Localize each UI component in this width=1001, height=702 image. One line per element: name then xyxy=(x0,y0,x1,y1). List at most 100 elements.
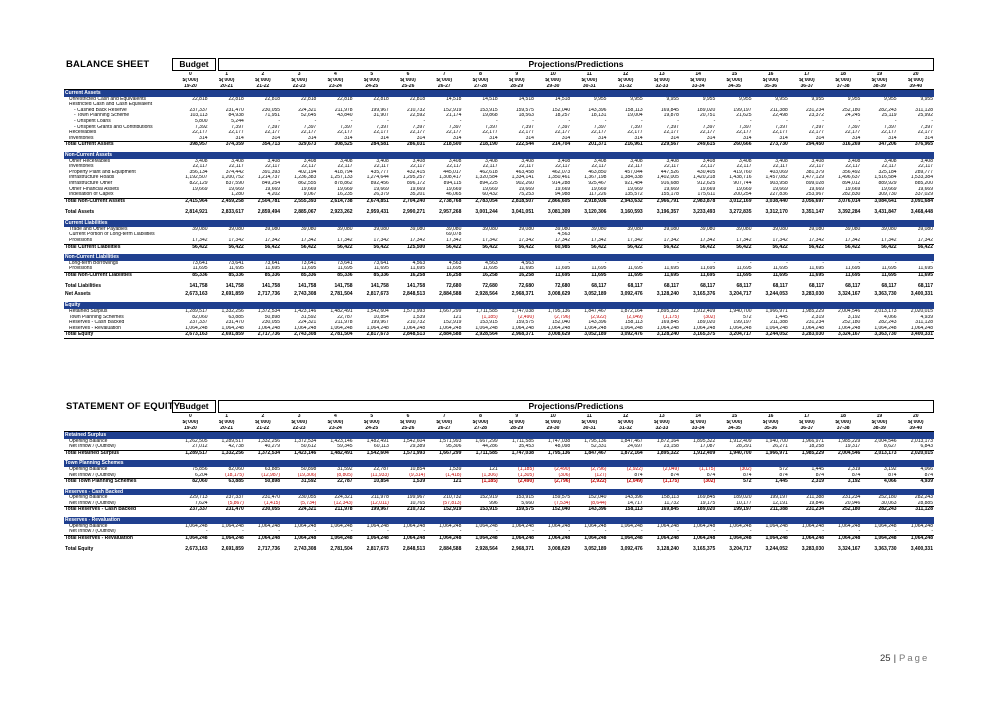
row-value: 8,627 xyxy=(884,444,897,450)
total-row: Total Town Planning Schemes 82,060 63,885 5… xyxy=(64,478,934,485)
row-value: 141,758 xyxy=(298,283,317,290)
row-value: 56,422 xyxy=(716,243,753,251)
row-value: 2,943,632 xyxy=(607,197,644,205)
section-header: Current Liabilities xyxy=(64,220,934,227)
row-value: 11,695 xyxy=(571,271,608,279)
row-value: 35,453 xyxy=(518,444,534,450)
row-value: 2,817,673 xyxy=(353,331,390,339)
row-value: 72,680 xyxy=(482,283,498,290)
row-value: 22,592 xyxy=(409,113,426,119)
row-value: 7,397 xyxy=(593,124,607,130)
row-value: - xyxy=(677,119,679,125)
row-value: 9,955 xyxy=(920,96,933,102)
row-value: 153,915 xyxy=(479,107,498,113)
row-value: 152,040 xyxy=(588,495,607,501)
row-value: 39,080 xyxy=(264,226,281,232)
row-value: 356,134 xyxy=(189,169,208,175)
table-row: Opening Balance 1,064,248 1,064,248 1,064,2… xyxy=(64,524,934,530)
row-value: 3,192 xyxy=(825,478,862,485)
row-value: 1,064,248 xyxy=(294,325,317,331)
row-value: 3,431,847 xyxy=(874,209,897,216)
section-header: Town Planning Schemes xyxy=(64,460,934,467)
header-index: 8 xyxy=(479,72,482,78)
row-value: 22,818 xyxy=(228,96,244,102)
row-value: 2,859,494 xyxy=(257,209,281,216)
row-value: 22,117 xyxy=(373,164,389,170)
row-value: 1,667,299 xyxy=(439,308,462,314)
row-value: 22,177 xyxy=(337,130,353,136)
row-value: 17,342 xyxy=(192,237,208,243)
row-value: 3,363,730 xyxy=(874,291,897,298)
row-label: Restricted Cash and Cash Equivalent xyxy=(69,102,153,108)
row-value: 1,895,322 xyxy=(643,449,680,457)
row-value: 50,612 xyxy=(301,444,317,450)
row-value: 2,673,163 xyxy=(185,546,208,553)
header-units: $('000) xyxy=(690,419,706,425)
row-value: 2,818,507 xyxy=(498,197,535,205)
row-value: 3,324,167 xyxy=(825,331,862,339)
table-row: Restricted Cash and Cash Equivalent xyxy=(64,102,934,108)
row-value: - xyxy=(278,529,281,535)
row-value: 22,117 xyxy=(809,164,825,170)
row-value: 25,992 xyxy=(917,113,933,119)
row-value: 252,180 xyxy=(842,320,861,326)
row-value: 1,064,248 xyxy=(897,534,934,542)
row-value: 1,516,584 xyxy=(874,175,897,181)
row-value: 2,968,371 xyxy=(511,546,534,553)
section-label: Reserves - Revaluation xyxy=(64,517,934,524)
header-years-row: 19-20 20-21 21-22 22-23 23-24 24-25 25-26 26-27… xyxy=(64,425,934,433)
row-value: - xyxy=(822,529,825,535)
header-units: $('000) xyxy=(400,419,416,425)
row-value: 31,592 xyxy=(301,314,317,320)
row-value: 249,615 xyxy=(679,141,717,149)
row-value: 159,575 xyxy=(552,495,571,501)
row-value: - xyxy=(858,529,861,535)
row-label: Total Equity xyxy=(64,331,173,339)
row-value: 17,342 xyxy=(663,237,679,243)
row-value: 3,408 xyxy=(340,158,353,164)
row-value: 878,862 xyxy=(334,180,353,186)
header-index: 3 xyxy=(297,414,301,420)
row-value: - xyxy=(713,529,716,535)
row-value: 314 xyxy=(706,135,716,141)
row-value: 1,289,517 xyxy=(185,308,208,314)
row-value: 231,234 xyxy=(805,107,825,113)
row-value: 222,544 xyxy=(498,141,535,149)
row-value: 71,951 xyxy=(264,113,281,119)
row-value: 35,201 xyxy=(409,192,426,198)
row-value: - xyxy=(314,529,317,535)
row-value: 16,258 xyxy=(389,271,427,279)
row-value: 1,295,257 xyxy=(402,175,426,181)
header-units: $('000) xyxy=(436,77,453,83)
row-value: 1,064,248 xyxy=(801,325,825,331)
row-value: 1,064,248 xyxy=(788,534,826,542)
table-row: Reserves - Revaluation 1,064,248 1,064,248… xyxy=(64,326,934,332)
row-value: 22,117 xyxy=(482,164,498,170)
row-value: 7,397 xyxy=(340,124,353,130)
row-value: - xyxy=(604,260,607,266)
row-value: 19,669 xyxy=(264,186,281,192)
header-units: $('000) xyxy=(617,419,634,425)
row-value: 56,422 xyxy=(679,243,717,251)
row-value: 19,669 xyxy=(699,186,716,192)
row-value: 11,695 xyxy=(861,271,898,279)
row-value: 3,192 xyxy=(847,314,861,320)
row-value: 152,040 xyxy=(552,107,571,113)
row-value: 39,080 xyxy=(845,226,861,232)
row-value: 2,817,673 xyxy=(366,546,389,553)
row-value: 3,408 xyxy=(303,158,317,164)
row-value: 1,795,136 xyxy=(547,308,571,314)
row-value: 2,738,768 xyxy=(426,197,463,205)
row-value: 22,177 xyxy=(554,130,571,136)
row-value: 1,064,248 xyxy=(511,523,534,529)
row-value: 18,131 xyxy=(591,113,607,119)
table-row: Infrastructure Other 822,129 837,590 849,25… xyxy=(64,181,934,187)
row-value: 925,467 xyxy=(588,180,607,186)
row-value: 153,915 xyxy=(479,320,498,326)
header-units: $('000) xyxy=(799,77,815,83)
row-value: - xyxy=(749,119,752,125)
row-value: 23,158 xyxy=(663,444,679,450)
row-value: 17,342 xyxy=(373,237,389,243)
row-value: 398,957 xyxy=(172,141,209,149)
row-value: 218,190 xyxy=(462,141,499,149)
